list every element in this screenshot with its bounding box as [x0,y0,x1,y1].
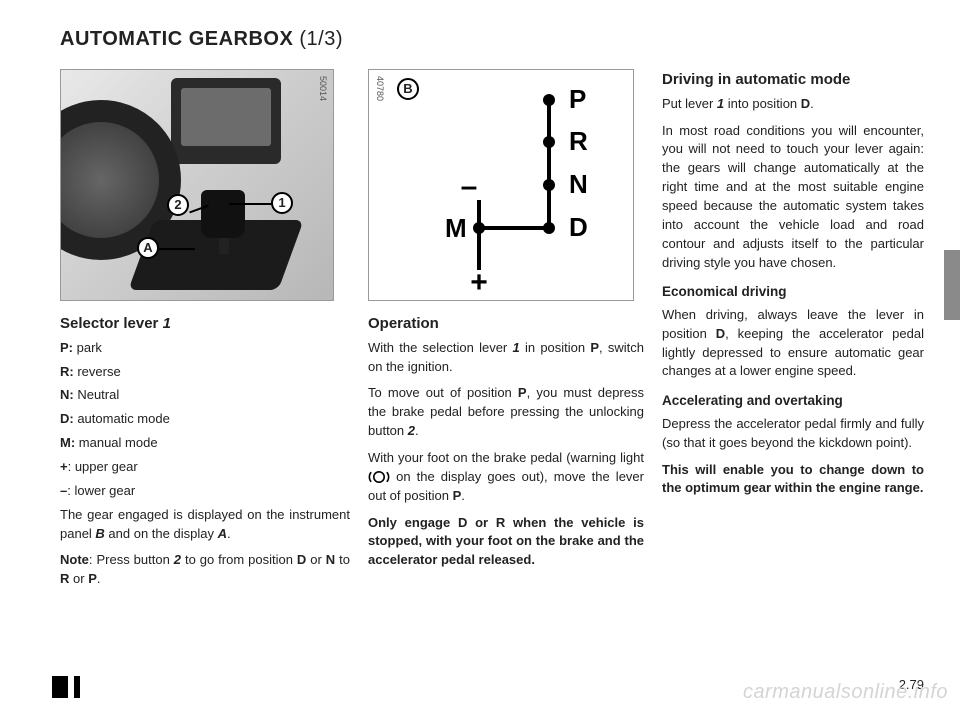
column-3: Driving in automatic mode Put lever 1 in… [662,69,924,597]
operation-p3: With your foot on the brake pedal (warni… [368,449,644,506]
svg-text:D: D [569,212,588,242]
photo-id: 50014 [316,76,329,101]
gear-diagram: 40780 B P R [368,69,634,301]
operation-p2: To move out of position P, you must depr… [368,384,644,441]
def-plus: +: upper gear [60,458,350,477]
operation-p1: With the selection lever 1 in position P… [368,339,644,377]
selector-defs: P: park R: reverse N: Neutral D: automat… [60,339,350,501]
svg-text:+: + [470,266,488,299]
auto-p5: This will enable you to change down to t… [662,461,924,499]
svg-text:M: M [445,213,467,243]
interior-photo: 50014 1 2 A [60,69,334,301]
gear-diagram-svg: P R N D M – + [369,70,635,302]
callout-A: A [137,237,159,259]
econ-heading: Economical driving [662,282,924,302]
svg-text:P: P [569,84,586,114]
auto-p2: In most road conditions you will encount… [662,122,924,273]
selector-note: Note: Press button 2 to go from position… [60,551,350,589]
callout-2: 2 [167,194,189,216]
footer-section-icon [52,676,68,698]
operation-p4: Only engage D or R when the vehicle is s… [368,514,644,571]
accel-heading: Accelerating and overtaking [662,391,924,411]
svg-text:N: N [569,169,588,199]
column-1: 50014 1 2 A Selector lever 1 P: park R: … [60,69,350,597]
def-N: N: Neutral [60,386,350,405]
def-D: D: automatic mode [60,410,350,429]
page: AUTOMATIC GEARBOX (1/3) 50014 1 2 A [0,0,960,710]
column-2: 40780 B P R [368,69,644,597]
page-title: AUTOMATIC GEARBOX (1/3) [60,28,924,51]
auto-p4: Depress the accelerator pedal firmly and… [662,415,924,453]
title-main: AUTOMATIC GEARBOX [60,28,299,50]
def-R: R: reverse [60,363,350,382]
title-sub: (1/3) [299,28,343,50]
svg-text:–: – [461,170,478,203]
auto-p3: When driving, always leave the lever in … [662,306,924,381]
brake-warning-icon [368,470,390,484]
columns: 50014 1 2 A Selector lever 1 P: park R: … [60,69,924,597]
callout-1: 1 [271,192,293,214]
selector-para-1: The gear engaged is displayed on the ins… [60,506,350,544]
selector-heading: Selector lever 1 [60,313,350,335]
def-M: M: manual mode [60,434,350,453]
auto-heading: Driving in automatic mode [662,69,924,91]
page-number: 2.79 [899,677,924,692]
def-P: P: park [60,339,350,358]
def-minus: –: lower gear [60,482,350,501]
section-tab [944,250,960,320]
operation-heading: Operation [368,313,644,335]
svg-text:R: R [569,126,588,156]
auto-p1: Put lever 1 into position D. [662,95,924,114]
